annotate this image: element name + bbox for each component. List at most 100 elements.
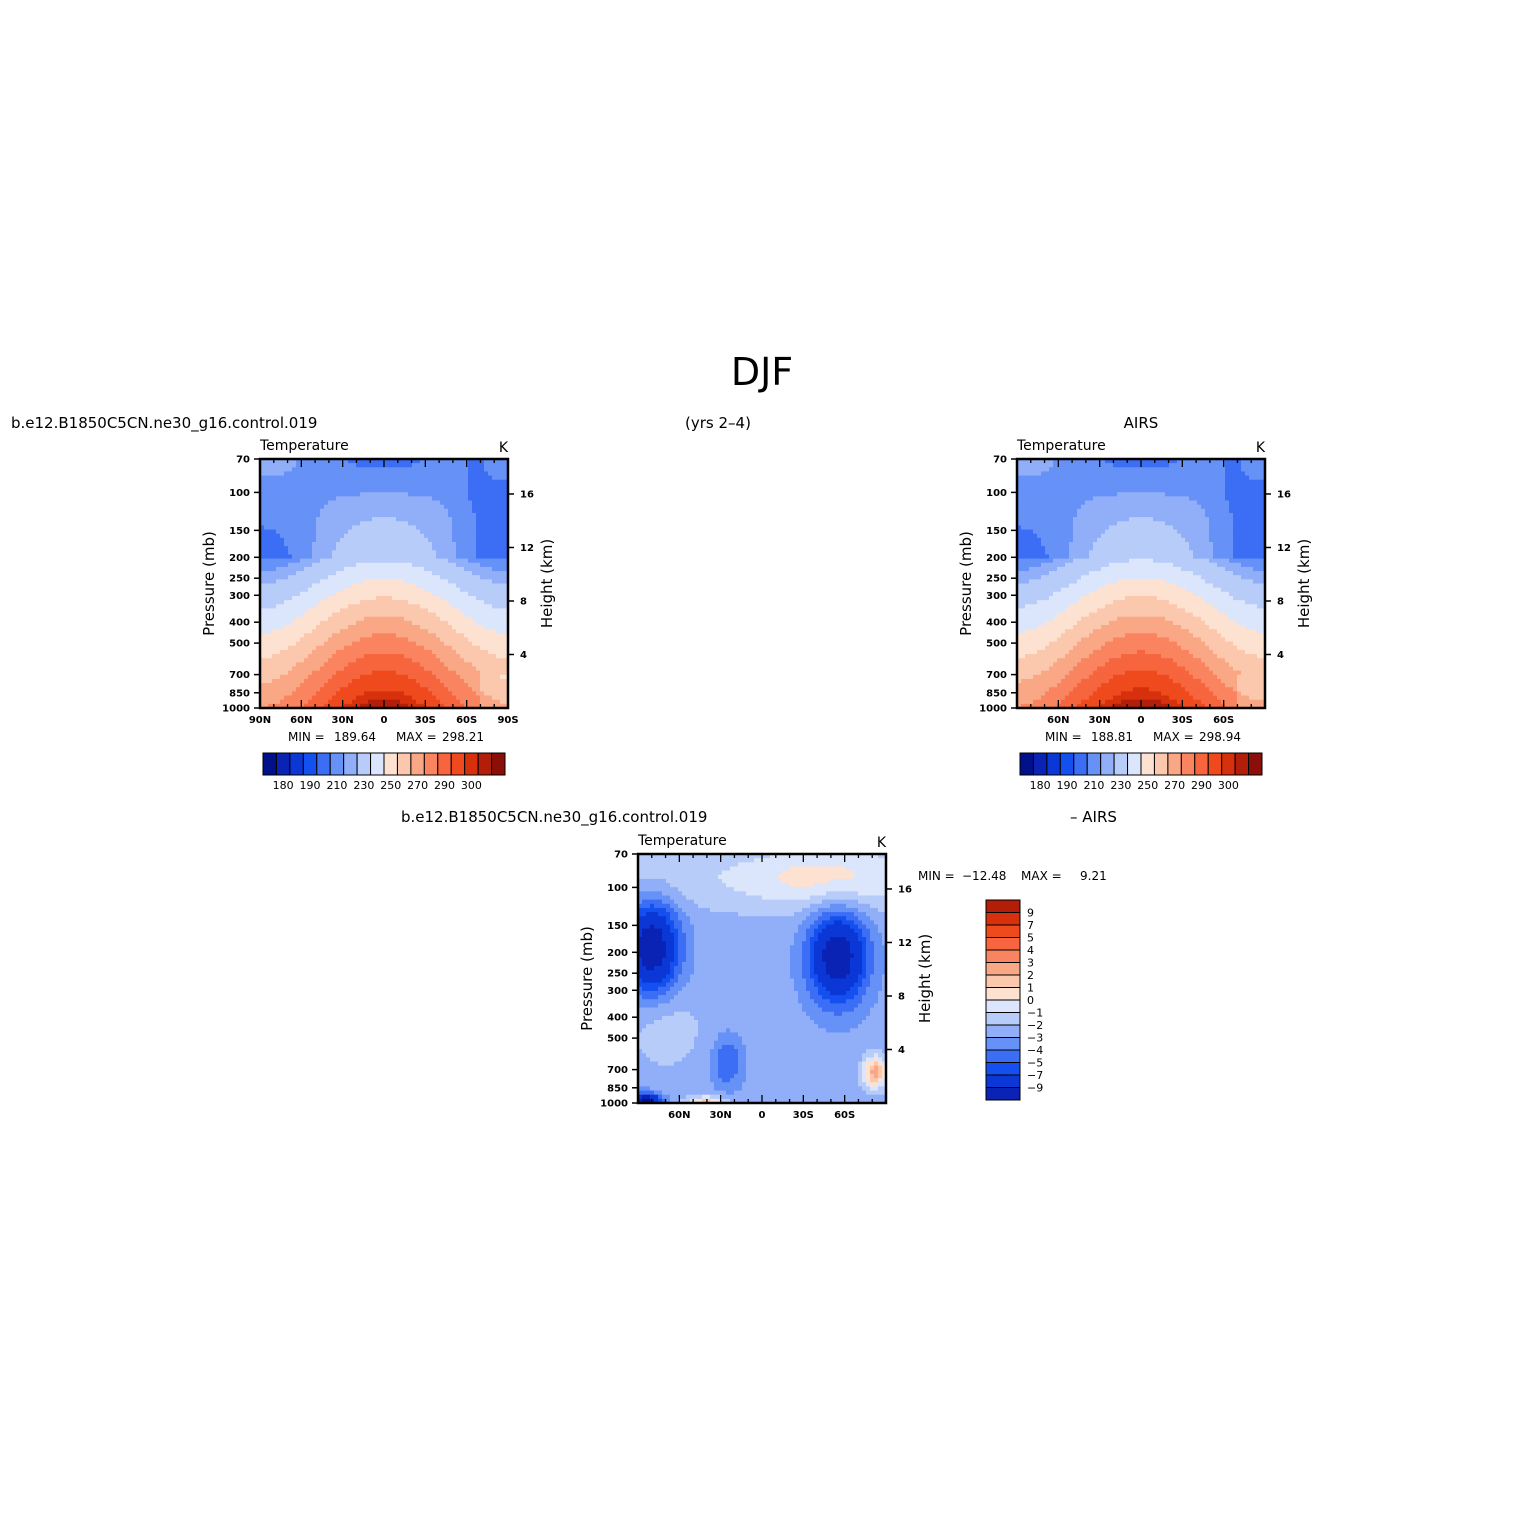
contour-cell bbox=[500, 666, 505, 672]
contour-cell bbox=[1105, 504, 1110, 510]
contour-cell bbox=[1157, 512, 1162, 518]
contour-cell bbox=[404, 546, 409, 551]
contour-cell bbox=[296, 662, 301, 668]
contour-cell bbox=[1073, 463, 1078, 468]
contour-cell bbox=[428, 533, 433, 539]
contour-cell bbox=[344, 703, 349, 709]
contour-cell bbox=[1081, 496, 1086, 502]
contour-cell bbox=[372, 533, 377, 539]
contour-cell bbox=[452, 641, 457, 647]
contour-cell bbox=[264, 525, 269, 531]
contour-cell bbox=[1021, 496, 1026, 502]
contour-cell bbox=[368, 616, 373, 622]
contour-cell bbox=[320, 658, 325, 663]
contour-cell bbox=[344, 600, 349, 605]
contour-cell bbox=[380, 625, 385, 630]
contour-cell bbox=[424, 546, 429, 551]
contour-cell bbox=[432, 546, 437, 551]
contour-cell bbox=[320, 475, 325, 481]
contour-cell bbox=[348, 678, 353, 684]
contour-cell bbox=[324, 479, 329, 485]
contour-cell bbox=[360, 542, 365, 547]
contour-cell bbox=[388, 554, 393, 560]
contour-cell bbox=[496, 616, 501, 622]
contour-cell bbox=[464, 492, 469, 497]
contour-cell bbox=[356, 703, 361, 709]
contour-cell bbox=[320, 595, 325, 601]
contour-cell bbox=[484, 467, 489, 473]
contour-cell bbox=[324, 579, 329, 585]
contour-cell bbox=[1085, 467, 1090, 473]
contour-cell bbox=[280, 591, 285, 597]
contour-cell bbox=[292, 479, 297, 485]
contour-cell bbox=[312, 645, 317, 651]
contour-cell bbox=[1241, 508, 1246, 514]
contour-cell bbox=[492, 508, 497, 514]
contour-cell bbox=[476, 533, 481, 539]
contour-cell bbox=[260, 558, 265, 564]
contour-cell bbox=[1157, 492, 1162, 497]
contour-cell bbox=[336, 566, 341, 572]
contour-cell bbox=[372, 625, 377, 630]
contour-cell bbox=[404, 521, 409, 526]
contour-cell bbox=[404, 608, 409, 614]
contour-cell bbox=[328, 459, 333, 464]
contour-cell bbox=[500, 571, 505, 576]
contour-cell bbox=[1053, 533, 1058, 539]
contour-cell bbox=[456, 579, 461, 585]
contour-cell bbox=[264, 687, 269, 692]
contour-cell bbox=[260, 471, 265, 477]
contour-cell bbox=[420, 537, 425, 543]
contour-cell bbox=[396, 475, 401, 481]
contour-cell bbox=[376, 558, 381, 564]
contour-cell bbox=[444, 512, 449, 518]
contour-cell bbox=[1053, 479, 1058, 485]
contour-cell bbox=[1105, 529, 1110, 535]
contour-cell bbox=[1261, 483, 1266, 489]
x-tick-label: 90N bbox=[249, 715, 271, 726]
contour-cell bbox=[1061, 504, 1066, 510]
contour-cell bbox=[476, 612, 481, 618]
contour-cell bbox=[1053, 504, 1058, 510]
contour-cell bbox=[368, 633, 373, 639]
contour-cell bbox=[300, 658, 305, 663]
contour-cell bbox=[380, 537, 385, 543]
contour-cell bbox=[436, 554, 441, 560]
contour-cell bbox=[448, 595, 453, 601]
contour-cell bbox=[1021, 459, 1026, 464]
contour-cell bbox=[484, 666, 489, 672]
contour-cell bbox=[424, 595, 429, 601]
contour-cell bbox=[392, 542, 397, 547]
contour-cell bbox=[272, 604, 277, 609]
contour-cell bbox=[260, 620, 265, 626]
contour-cell bbox=[1121, 467, 1126, 473]
contour-cell bbox=[328, 641, 333, 647]
contour-cell bbox=[1253, 517, 1258, 522]
contour-cell bbox=[1149, 504, 1154, 510]
contour-cell bbox=[400, 654, 405, 659]
contour-cell bbox=[344, 542, 349, 547]
contour-cell bbox=[1113, 488, 1118, 493]
contour-cell bbox=[332, 571, 337, 576]
contour-cell bbox=[468, 500, 473, 506]
contour-cell bbox=[1141, 471, 1146, 477]
contour-cell bbox=[424, 703, 429, 709]
contour-cell bbox=[476, 695, 481, 701]
contour-cell bbox=[400, 512, 405, 518]
contour-cell bbox=[460, 459, 465, 464]
contour-cell bbox=[372, 612, 377, 618]
contour-cell bbox=[1125, 463, 1130, 468]
contour-cell bbox=[288, 629, 293, 634]
contour-cell bbox=[308, 608, 313, 614]
contour-cell bbox=[276, 649, 281, 655]
contour-cell bbox=[376, 683, 381, 688]
contour-cell bbox=[272, 662, 277, 668]
contour-cell bbox=[400, 612, 405, 618]
contour-cell bbox=[336, 463, 341, 468]
contour-cell bbox=[416, 579, 421, 585]
contour-cell bbox=[296, 612, 301, 618]
contour-cell bbox=[440, 546, 445, 551]
contour-cell bbox=[372, 658, 377, 663]
contour-cell bbox=[276, 666, 281, 672]
contour-cell bbox=[480, 608, 485, 614]
